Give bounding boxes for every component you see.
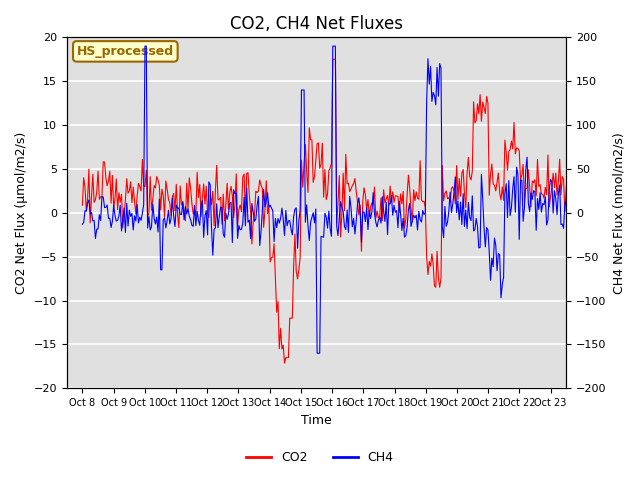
Y-axis label: CH4 Net Flux (nmol/m2/s): CH4 Net Flux (nmol/m2/s)	[612, 132, 625, 294]
Text: HS_processed: HS_processed	[77, 45, 174, 58]
Title: CO2, CH4 Net Fluxes: CO2, CH4 Net Fluxes	[230, 15, 403, 33]
Legend: CO2, CH4: CO2, CH4	[241, 446, 399, 469]
Y-axis label: CO2 Net Flux (μmol/m2/s): CO2 Net Flux (μmol/m2/s)	[15, 132, 28, 294]
X-axis label: Time: Time	[301, 414, 332, 427]
